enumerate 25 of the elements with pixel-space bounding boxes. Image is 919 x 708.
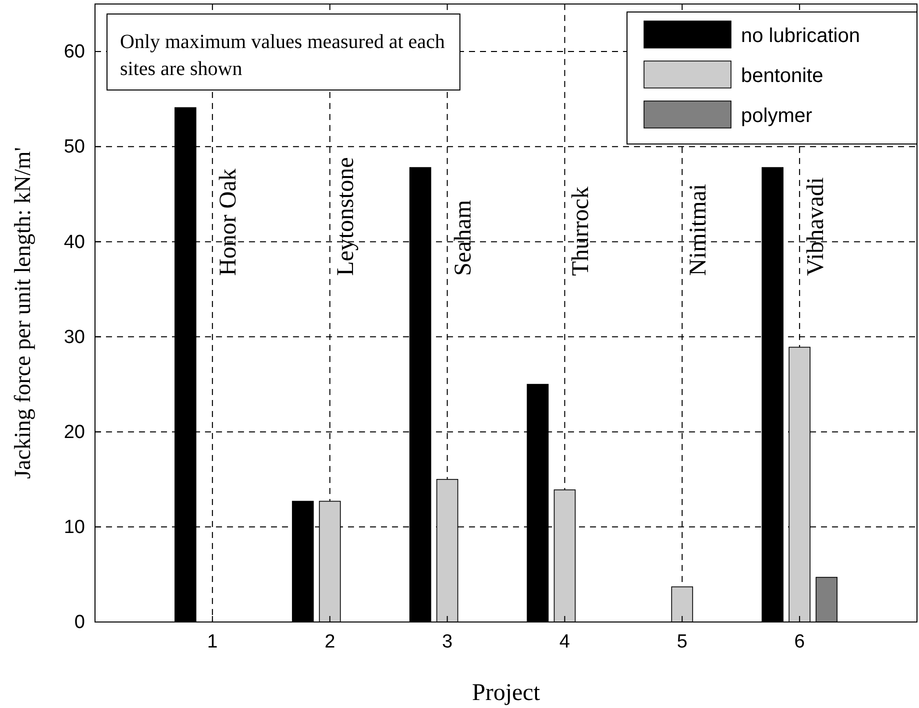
x-tick-label: 1 [207, 631, 218, 652]
annotation: Nimitmai [685, 184, 712, 276]
y-axis-title: Jacking force per unit length: kN/m' [10, 147, 35, 479]
legend-label: no lubrication [741, 25, 860, 47]
legend-label: polymer [741, 105, 812, 127]
y-tick-label: 0 [74, 612, 85, 634]
annotation: Only maximum values measured at each sites are shown [120, 31, 445, 80]
y-tick-label: 50 [64, 136, 85, 158]
x-tick-label: 4 [559, 631, 570, 652]
y-tick-label: 10 [64, 517, 85, 538]
annotation: Thurrock [568, 186, 594, 276]
annotation: Leytonstone [333, 157, 360, 276]
x-tick-label: 3 [442, 631, 453, 652]
annotation: Seaham [450, 200, 476, 276]
y-tick-label: 60 [64, 42, 85, 63]
y-tick-label: 40 [64, 232, 85, 253]
y-tick-label: 30 [64, 326, 85, 348]
annotation: Honor Oak [216, 168, 242, 276]
legend-label: bentonite [741, 65, 824, 87]
x-axis-title: Project [472, 680, 540, 706]
x-tick-label: 2 [324, 631, 336, 652]
x-tick-label: 5 [676, 631, 688, 652]
x-tick-label: 6 [794, 631, 805, 652]
annotation: Vibhavadi [802, 177, 829, 276]
y-tick-label: 20 [64, 422, 85, 443]
